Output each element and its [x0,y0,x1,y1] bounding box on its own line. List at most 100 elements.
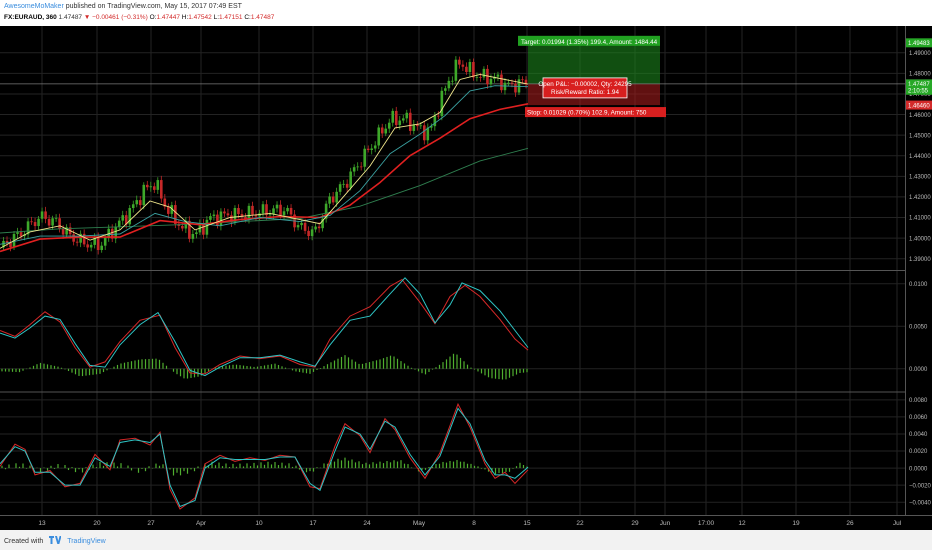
candle-body [226,213,230,216]
candle-body [461,64,465,67]
candle-body [521,79,524,81]
candle-body [345,183,349,188]
candle-body [454,59,458,81]
time-tick-label: 20 [93,520,101,527]
candle-body [317,226,321,229]
candle-body [163,198,167,207]
candle-body [468,61,472,73]
tradingview-link[interactable]: TradingView [67,538,106,545]
candle-body [93,237,96,245]
osc-tick-label: 0.0060 [909,415,928,421]
candle-body [110,228,114,239]
ema-fast-line [0,73,529,249]
candle-body [170,205,174,214]
macd-signal-line [0,278,529,375]
price-marker-box [906,100,932,110]
candle-body [387,122,391,129]
candle-body [247,205,251,219]
candle-body [401,118,405,121]
candle-body [16,232,19,234]
ema-long-line [0,147,529,234]
candle-body [465,66,468,73]
author-link[interactable]: AwesomeMoMaker [4,3,64,10]
candle-body [296,225,300,228]
price-marker-box [906,85,932,95]
candle-body [303,222,307,231]
candle-body [289,207,293,215]
candle-body [433,115,437,127]
risk-reward-label: Risk/Reward Ratio: 1.94 [551,89,619,96]
candle-body [240,214,244,218]
candle-body [209,216,212,220]
time-tick-label: Jul [893,520,902,527]
symbol-line: FX:EURAUD, 360 1.47487 ▼ −0.00461 (−0.31… [4,14,274,21]
candle-body [458,59,461,65]
target-label-box [518,35,660,46]
stop-label-box [525,107,666,118]
candle-body [328,196,331,204]
candle-body [496,74,500,77]
price-tick-label: 1.39000 [909,257,931,263]
time-tick-label: 19 [792,520,800,527]
candle-body [415,124,419,127]
time-tick-label: Jun [660,520,671,527]
price-tick-label: 1.48000 [909,72,931,78]
candle-body [324,203,328,219]
time-tick-label: 27 [147,520,155,527]
candle-body [514,83,517,93]
candle-body [331,196,335,203]
candle-body [195,232,198,235]
time-tick-label: 17 [309,520,317,527]
ohlc-close-value: 1.47487 [250,14,275,21]
candle-body [370,148,374,151]
price-tick-label: 1.49000 [909,51,931,57]
candle-body [451,80,454,82]
candle-body [219,211,223,226]
chart-canvas[interactable]: Target: 0.01994 (1.35%) 199.4, Amount: 1… [0,26,932,530]
candle-body [131,204,135,209]
macd-tick-label: 0.0000 [909,367,928,373]
osc-tick-label: 0.0040 [909,432,928,438]
price-tick-label: 1.46000 [909,113,931,119]
candle-body [300,222,303,226]
price-tick-label: 1.40000 [909,236,931,242]
price-tick-label: 1.45000 [909,133,931,139]
osc-tick-label: 0.0020 [909,449,928,455]
candle-body [426,127,430,141]
candle-body [114,226,118,239]
candle-body [486,68,489,85]
candle-body [96,237,100,250]
price-tick-label: 1.42000 [909,195,931,201]
ohlc-high-key: H: [181,14,189,21]
candle-body [412,124,416,131]
tradingview-logo-icon [49,536,62,544]
ohlc-low-key: L: [213,14,219,21]
time-tick-label: 10 [255,520,263,527]
candle-body [430,126,433,128]
candle-body [391,110,395,123]
candle-body [58,218,61,229]
osc-red-line [0,402,529,510]
candle-body [524,79,528,85]
candle-body [423,125,426,141]
candle-body [251,205,254,215]
candle-body [352,167,356,172]
osc-tick-label: 0.0080 [909,398,928,404]
candle-body [47,218,51,226]
candle-body [145,184,149,188]
candle-body [363,148,366,167]
ohlc-high-value: 1.47542 [188,14,212,21]
candle-body [440,90,444,117]
time-tick-label: 22 [576,520,584,527]
candle-body [503,82,507,91]
candle-body [338,184,342,192]
created-with-text: Created with [4,538,44,545]
candle-body [282,211,286,216]
price-marker-label: 1.46460 [908,103,930,109]
candle-body [493,76,496,79]
candle-body [279,204,282,216]
candle-body [244,217,247,219]
published-text: published on TradingView.com, May 15, 20… [65,3,242,10]
symbol-label[interactable]: FX:EURAUD, 360 [4,14,57,21]
candle-body [188,220,191,239]
